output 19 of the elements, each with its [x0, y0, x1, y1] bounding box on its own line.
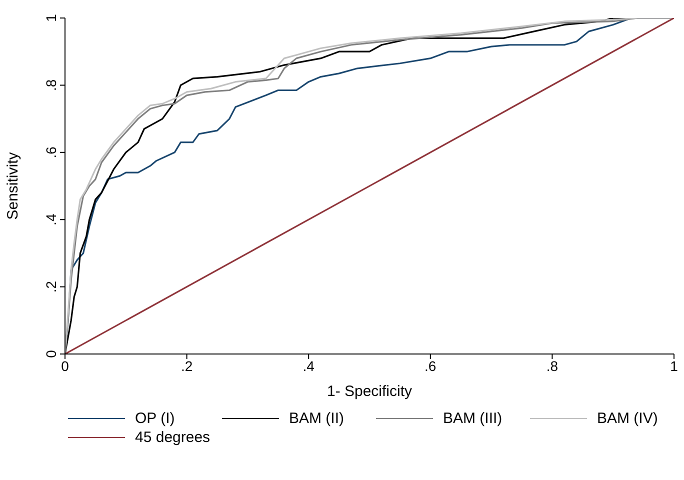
y-tick-label: 0	[43, 350, 59, 358]
x-tick-label: 0	[61, 358, 70, 374]
x-tick-label: .4	[302, 358, 315, 374]
x-axis-title: 1- Specificity	[326, 383, 413, 400]
x-tick-label: .6	[424, 358, 436, 374]
legend-label: BAM (II)	[289, 410, 344, 427]
y-tick-label: .4	[43, 214, 59, 226]
x-tick-label: .8	[546, 358, 558, 374]
legend-label: BAM (IV)	[597, 410, 658, 427]
legend-label: BAM (III)	[443, 410, 502, 427]
y-tick-label: .8	[43, 79, 59, 92]
legend-label: OP (I)	[135, 410, 175, 427]
y-tick-label: .2	[43, 280, 59, 293]
x-tick-label: 1	[670, 358, 678, 374]
y-tick-label: .6	[43, 146, 59, 158]
x-tick-label: .2	[180, 358, 193, 374]
legend-label: 45 degrees	[135, 429, 210, 446]
y-tick-label: 1	[43, 14, 59, 22]
y-axis-title: Sensitivity	[4, 152, 22, 220]
